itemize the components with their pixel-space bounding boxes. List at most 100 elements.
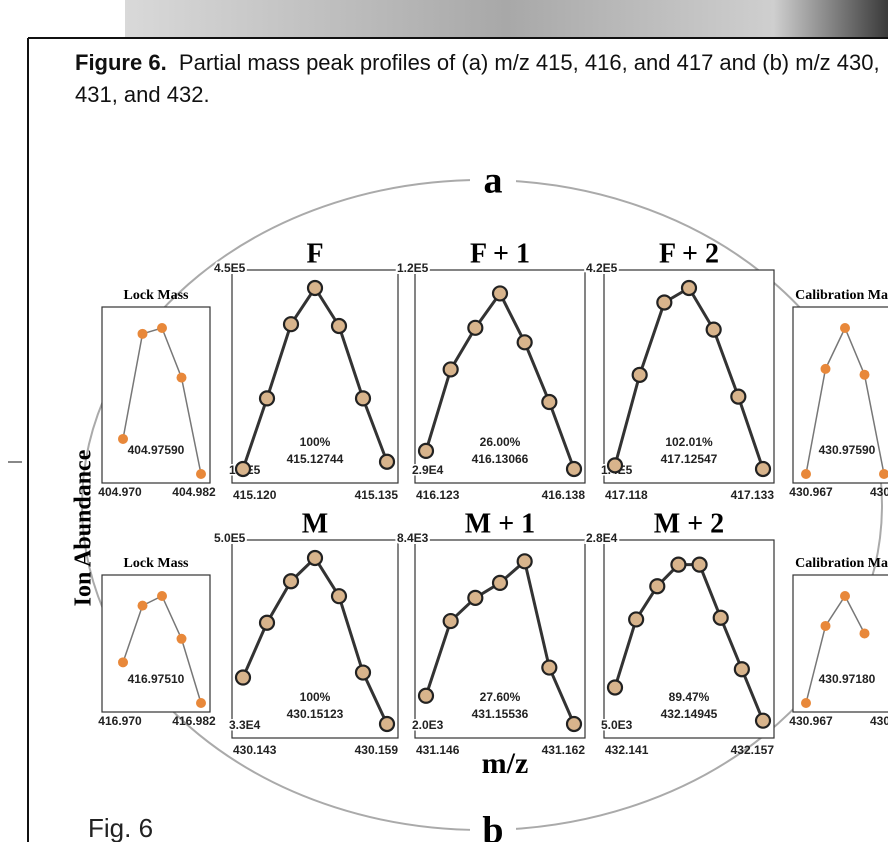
- peak-mass: 417.12547: [661, 452, 718, 466]
- profile-point: [801, 469, 811, 479]
- peak-mass: 415.12744: [287, 452, 344, 466]
- profile-point: [444, 362, 458, 376]
- group-label: a: [484, 160, 503, 202]
- peak-mass: 404.97590: [128, 443, 185, 457]
- panel-title: M + 1: [465, 508, 535, 539]
- profile-point: [493, 576, 507, 590]
- panels: Lock Mass 404.970 404.982 404.97590 F 4.5E5 1.…: [98, 238, 888, 757]
- profile-point: [731, 390, 745, 404]
- profile-point: [821, 364, 831, 374]
- profile-point: [284, 574, 298, 588]
- x-min-label: 431.146: [416, 743, 460, 757]
- profile-point: [567, 717, 581, 731]
- y-min-label: 2.0E3: [412, 718, 444, 732]
- page: a b m/z Ion Abundance Fig. 6 Lock Mass40…: [0, 0, 888, 842]
- x-min-label: 432.141: [605, 743, 649, 757]
- x-min-label: 416.123: [416, 488, 460, 502]
- x-min-label: 416.970: [98, 714, 142, 728]
- profile-point: [468, 591, 482, 605]
- peak-mass: 430.15123: [287, 707, 344, 721]
- profile-point: [518, 335, 532, 349]
- panel-title: Calibration Mass: [795, 556, 888, 571]
- y-max-label: 1.2E5: [397, 261, 429, 275]
- x-max-label: 431.162: [542, 743, 586, 757]
- photo-strip: [125, 0, 888, 38]
- profile-point: [671, 558, 685, 572]
- x-min-label: 430.967: [789, 485, 833, 499]
- profile-point: [756, 462, 770, 476]
- x-axis-title: m/z: [482, 747, 529, 780]
- profile-point: [468, 321, 482, 335]
- profile-point: [177, 634, 187, 644]
- x-max-label: 430.9: [870, 485, 888, 499]
- peak-percent: 100%: [300, 435, 331, 449]
- peak-mass: 416.97510: [128, 672, 185, 686]
- peak-percent: 102.01%: [665, 435, 713, 449]
- profile-point: [308, 281, 322, 295]
- x-max-label: 432.157: [731, 743, 775, 757]
- x-min-label: 404.970: [98, 485, 142, 499]
- profile-point: [756, 714, 770, 728]
- profile-point: [650, 579, 664, 593]
- peak-mass: 430.97590: [819, 443, 876, 457]
- profile-point: [629, 612, 643, 626]
- caption-label: Figure 6.: [75, 50, 167, 75]
- panel-title: Calibration Mass: [795, 288, 888, 303]
- x-min-label: 430.967: [789, 714, 833, 728]
- profile-point: [860, 628, 870, 638]
- profile-point: [840, 591, 850, 601]
- panel-frame: [415, 270, 585, 483]
- profile-point: [542, 395, 556, 409]
- y-min-label: 2.9E4: [412, 463, 444, 477]
- profile-point: [518, 554, 532, 568]
- panel-title: F + 2: [659, 238, 719, 269]
- x-max-label: 415.135: [355, 488, 399, 502]
- profile-point: [284, 317, 298, 331]
- profile-point: [567, 462, 581, 476]
- profile-point: [332, 319, 346, 333]
- profile-point: [444, 614, 458, 628]
- profile-point: [356, 666, 370, 680]
- peak-percent: 89.47%: [669, 690, 710, 704]
- x-max-label: 417.133: [731, 488, 775, 502]
- profile-point: [356, 391, 370, 405]
- profile-point: [380, 717, 394, 731]
- panel-frame: [604, 270, 774, 483]
- profile-point: [260, 616, 274, 630]
- profile-point: [542, 661, 556, 675]
- panel-title: F: [306, 238, 323, 269]
- x-max-label: 416.982: [172, 714, 216, 728]
- profile-point: [821, 621, 831, 631]
- x-max-label: 404.982: [172, 485, 216, 499]
- profile-point: [157, 323, 167, 333]
- profile-point: [236, 462, 250, 476]
- panel-title: Lock Mass: [124, 556, 190, 571]
- profile-point: [735, 662, 749, 676]
- profile-point: [714, 611, 728, 625]
- peak-percent: 100%: [300, 690, 331, 704]
- profile-point: [707, 323, 721, 337]
- peak-mass: 430.97180: [819, 672, 876, 686]
- x-max-label: 430.159: [355, 743, 399, 757]
- profile-point: [801, 698, 811, 708]
- panel-title: F + 1: [470, 238, 530, 269]
- profile-point: [380, 455, 394, 469]
- panel-title: M: [302, 508, 328, 539]
- peak-mass: 431.15536: [472, 707, 529, 721]
- y-max-label: 4.5E5: [214, 261, 246, 275]
- profile-point: [657, 295, 671, 309]
- x-max-label: 430.9: [870, 714, 888, 728]
- figure: a b m/z Ion Abundance Fig. 6 Lock Mass40…: [0, 0, 888, 842]
- peak-percent: 27.60%: [480, 690, 521, 704]
- panel-frame: [102, 575, 210, 712]
- profile-point: [177, 373, 187, 383]
- profile-point: [332, 589, 346, 603]
- profile-point: [419, 444, 433, 458]
- profile-point: [693, 558, 707, 572]
- profile-point: [419, 689, 433, 703]
- profile-point: [157, 591, 167, 601]
- profile-point: [236, 671, 250, 685]
- x-min-label: 417.118: [605, 488, 648, 502]
- y-max-label: 8.4E3: [397, 531, 429, 545]
- panel-title: M + 2: [654, 508, 724, 539]
